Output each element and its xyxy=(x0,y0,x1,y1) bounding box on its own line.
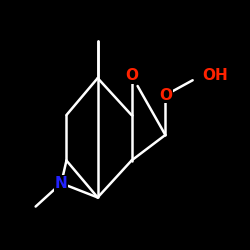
Text: O: O xyxy=(159,88,172,103)
Text: OH: OH xyxy=(202,68,228,83)
Text: N: N xyxy=(55,176,68,191)
Text: O: O xyxy=(125,68,138,83)
